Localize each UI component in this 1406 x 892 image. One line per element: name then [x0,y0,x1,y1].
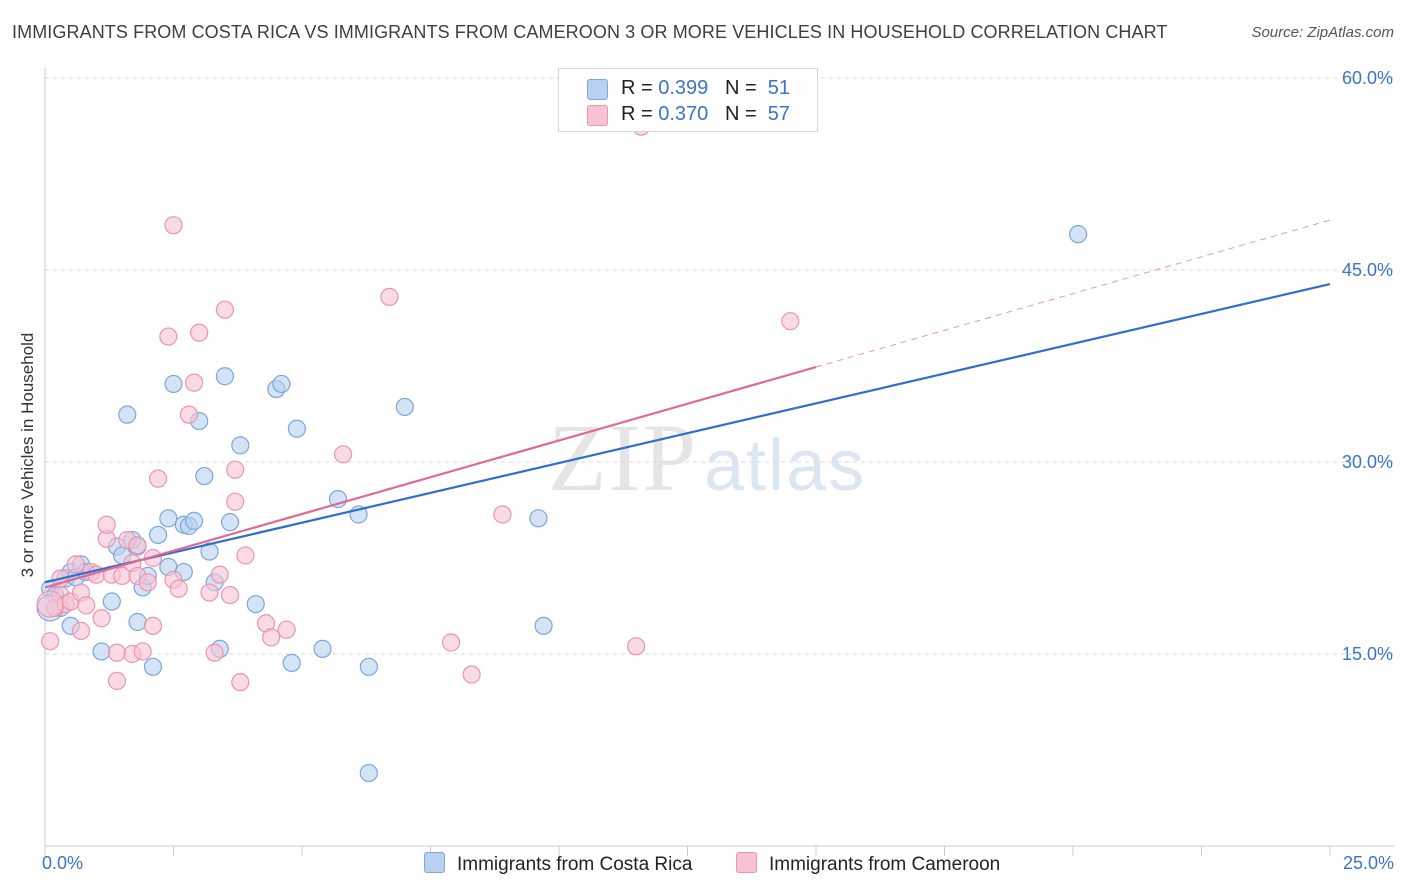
cameroon-point [169,579,188,598]
cameroon-point [277,620,296,639]
x-tick-label-max: 25.0% [1343,853,1394,873]
stats-legend: R = 0.399 N = 51 R = 0.370 N = 57 [558,68,818,132]
cameroon-point [781,312,800,331]
costa-rica-point [159,509,178,528]
legend-n-value: 57 [767,103,791,125]
cameroon-point [143,616,163,635]
costa-rica-point [359,657,378,676]
chart-title: IMMIGRANTS FROM COSTA RICA VS IMMIGRANTS… [12,22,1168,42]
cameroon-point [626,637,646,656]
costa-rica-point [184,511,204,530]
bottom-legend-label: Immigrants from Costa Rica [457,854,693,875]
x-tick-label-min: 0.0% [42,853,83,873]
cameroon-point [92,609,111,628]
cameroon-point [41,632,60,651]
cameroon-point [179,405,199,424]
costa-rica-point [102,592,121,611]
legend-r-value: 0.370 [658,103,709,125]
y-tick-label: 15.0% [1342,644,1393,664]
y-tick-labels: 15.0% 30.0% 45.0% 60.0% [1342,68,1393,664]
bottom-legend-swatch-pink [736,852,757,873]
costa-rica-point [1069,225,1088,244]
cameroon-point [215,300,234,319]
costa-rica-point [215,367,234,386]
watermark-atlas: atlas [704,426,867,506]
legend-r-value: 0.399 [658,77,709,99]
cameroon-point [77,596,96,615]
cameroon-point [493,505,512,524]
costa-rica-point [287,419,306,438]
costa-rica-point [220,513,240,532]
legend-swatch-pink [587,105,608,126]
cameroon-point [164,216,183,235]
cameroon-point [262,628,281,647]
bottom-legend-swatch-blue [424,852,445,873]
costa-rica-point [359,763,378,783]
costa-rica-point [395,397,414,417]
cameroon-point [334,445,353,464]
series-costa-rica-points [36,225,1088,783]
cameroon-point [231,673,250,692]
axes [44,68,1394,847]
cameroon-point [184,373,204,392]
legend-r-label: R = [621,103,653,125]
cameroon-point [210,565,229,584]
costa-rica-point [128,612,147,632]
source-label: Source: ZipAtlas.com [1251,24,1394,41]
costa-rica-point [231,436,250,455]
trend-line-cameroon-extension [815,219,1331,368]
cameroon-point [236,546,255,565]
legend-swatch-blue [587,79,608,100]
legend-n-label: N = [724,77,757,99]
cameroon-point [71,621,91,641]
costa-rica-point [282,653,301,673]
cameroon-point [200,583,219,602]
x-ticks [44,846,1331,856]
cameroon-point [380,287,399,306]
legend-n-value: 51 [767,77,791,99]
trend-line-costa-rica [44,283,1331,584]
bottom-legend-cameroon: Immigrants from Cameroon [736,852,1000,876]
costa-rica-point [118,405,137,424]
gridlines [45,77,1394,655]
cameroon-point [441,633,461,652]
cameroon-point [138,573,157,592]
costa-rica-point [143,657,163,676]
costa-rica-point [272,374,291,394]
costa-rica-point [164,374,183,394]
cameroon-point [159,327,178,346]
cameroon-point [190,323,209,342]
y-tick-label: 45.0% [1342,260,1393,280]
cameroon-point [220,586,240,605]
costa-rica-point [534,616,553,635]
cameroon-point [97,515,116,534]
cameroon-point [148,469,168,488]
cameroon-point [66,555,85,574]
cameroon-point [462,665,481,684]
legend-n-label: N = [724,103,757,125]
costa-rica-point [529,509,548,528]
costa-rica-point [313,639,332,658]
costa-rica-point [246,594,265,614]
cameroon-point [226,492,245,511]
cameroon-point [133,642,152,661]
costa-rica-point [92,642,111,661]
trend-lines [44,219,1331,589]
legend-r-label: R = [621,77,653,99]
cameroon-point [226,460,245,479]
cameroon-point [205,643,224,662]
y-axis-label: 3 or more Vehicles in Household [18,333,37,578]
bottom-legend-label: Immigrants from Cameroon [769,854,1001,875]
cameroon-point [36,590,64,618]
y-tick-label: 30.0% [1342,452,1393,472]
trend-line-cameroon [44,365,817,589]
y-tick-label: 60.0% [1342,68,1393,88]
cameroon-point [128,536,147,555]
cameroon-point [107,671,127,690]
cameroon-point [107,643,127,662]
costa-rica-point [148,525,168,545]
bottom-legend-costa-rica: Immigrants from Costa Rica [424,852,692,876]
costa-rica-point [195,466,214,486]
